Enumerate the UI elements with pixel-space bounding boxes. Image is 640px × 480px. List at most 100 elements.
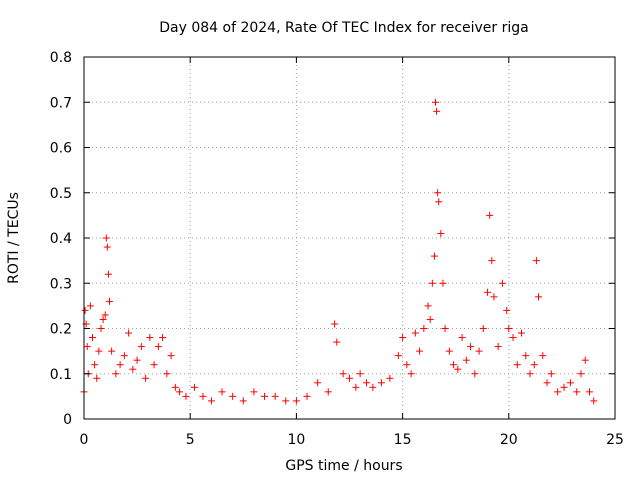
data-point [503, 306, 511, 314]
data-point [434, 189, 442, 197]
data-point [356, 370, 364, 378]
data-point [420, 325, 428, 332]
data-point [282, 397, 290, 405]
data-point [182, 392, 190, 400]
data-point [505, 325, 513, 332]
data-point [430, 252, 438, 260]
data-point [450, 361, 458, 369]
data-point [125, 329, 133, 337]
data-point [437, 229, 445, 237]
y-tick-labels: 0 0.1 0.2 0.3 0.4 0.5 0.6 0.7 0.8 [50, 50, 72, 428]
data-point [403, 361, 411, 369]
data-point [103, 243, 111, 251]
y-tick-label: 0.7 [50, 95, 72, 111]
data-point [150, 361, 158, 369]
data-point [95, 347, 103, 355]
data-point [83, 343, 91, 351]
data-point [239, 397, 247, 405]
data-point [97, 325, 105, 332]
y-axis-label: ROTI / TECUs [6, 192, 22, 284]
data-point [93, 374, 101, 382]
data-point [530, 361, 538, 369]
data-point [513, 361, 521, 369]
data-point [399, 334, 407, 342]
data-point [590, 397, 598, 405]
data-point [454, 365, 462, 373]
data-point [81, 306, 89, 314]
grid [84, 57, 615, 419]
data-point [331, 320, 339, 328]
data-point [333, 338, 341, 346]
x-tick-label: 5 [186, 432, 195, 448]
data-point [292, 397, 300, 405]
data-point [314, 379, 322, 387]
data-point [479, 325, 487, 332]
data-point [369, 383, 377, 391]
y-tick-label: 0.1 [50, 367, 72, 383]
data-point [494, 343, 502, 351]
x-axis-label: GPS time / hours [285, 458, 402, 474]
data-point [522, 352, 530, 360]
data-point [586, 388, 594, 396]
data-point [471, 370, 479, 378]
data-point [435, 198, 443, 206]
data-point [475, 347, 483, 355]
data-point [490, 293, 498, 301]
data-point [560, 383, 568, 391]
data-point [498, 279, 506, 287]
x-tick-label: 10 [287, 432, 305, 448]
data-point [526, 370, 534, 378]
data-point [112, 370, 120, 378]
data-point [411, 329, 419, 337]
data-point [105, 297, 113, 305]
data-point [566, 379, 574, 387]
data-point [129, 365, 137, 373]
data-point [190, 383, 198, 391]
data-point [207, 397, 215, 405]
x-tick-label: 15 [394, 432, 412, 448]
data-point [271, 392, 279, 400]
data-point [229, 392, 237, 400]
data-point [159, 334, 167, 342]
data-point [362, 379, 370, 387]
data-point [445, 347, 453, 355]
data-point [101, 311, 109, 319]
data-point [377, 379, 385, 387]
data-point [416, 347, 424, 355]
data-point [303, 392, 311, 400]
data-point [261, 392, 269, 400]
data-point [467, 343, 475, 351]
data-point [543, 379, 551, 387]
data-point [86, 302, 94, 310]
data-point [386, 374, 394, 382]
data-point [154, 343, 162, 351]
y-tick-label: 0.2 [50, 322, 72, 338]
data-point [407, 370, 415, 378]
data-point [346, 374, 353, 382]
data-point [484, 288, 492, 296]
data-point [120, 352, 128, 360]
data-point [509, 334, 517, 342]
data-point [91, 361, 99, 369]
data-point [488, 257, 496, 265]
x-tick-labels: 0 5 10 15 20 25 [80, 432, 624, 448]
data-point [428, 279, 436, 287]
data-point [433, 107, 441, 115]
data-point [424, 302, 432, 310]
data-point [352, 383, 360, 391]
data-point [104, 270, 112, 278]
data-point [116, 361, 124, 369]
data-point [577, 370, 585, 378]
y-tick-label: 0 [63, 412, 72, 428]
data-point [518, 329, 526, 337]
data-point [539, 352, 547, 360]
data-point [102, 234, 110, 242]
data-point [163, 370, 171, 378]
data-point [535, 293, 543, 301]
data-point [532, 257, 540, 265]
data-point [146, 334, 154, 342]
data-point [554, 388, 562, 396]
data-point [441, 325, 449, 332]
data-point [142, 374, 150, 382]
